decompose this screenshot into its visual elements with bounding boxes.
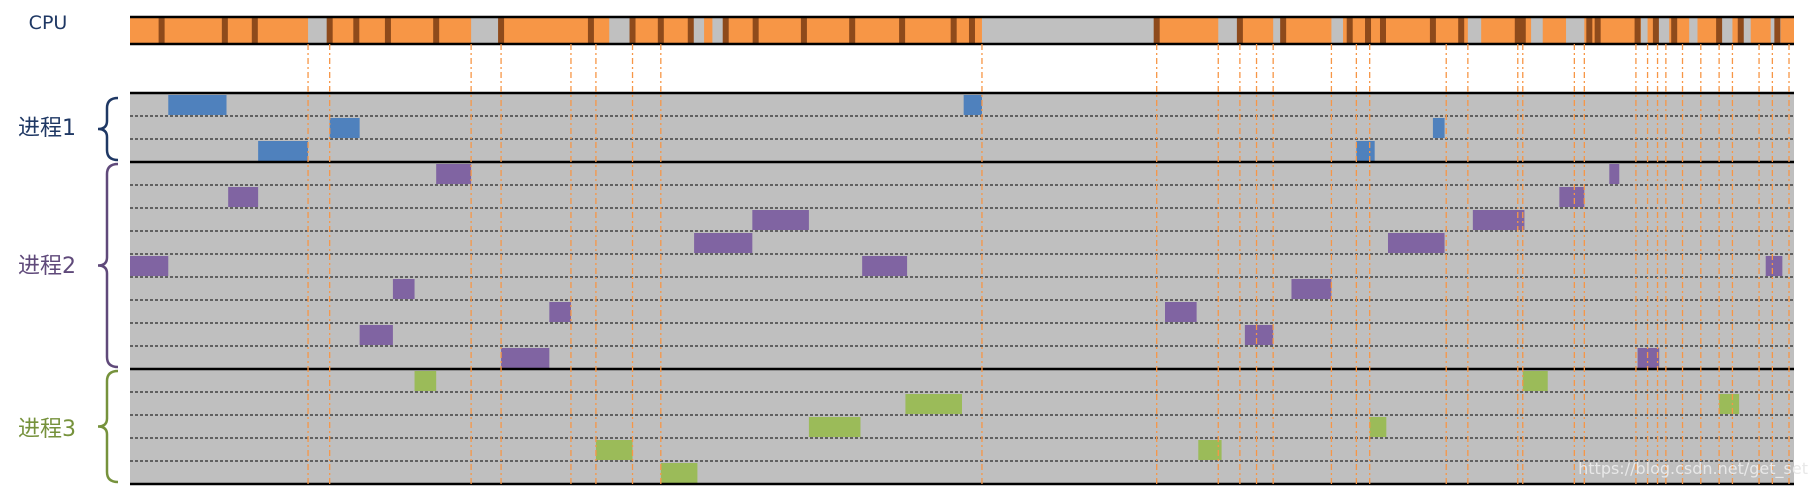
cpu-switch-mark — [950, 17, 957, 44]
process2-brace — [97, 162, 119, 369]
cpu-busy-segment — [1647, 17, 1658, 44]
cpu-busy-segment — [1584, 17, 1641, 44]
thread-run-block — [862, 256, 908, 276]
cpu-busy-segment — [1283, 17, 1332, 44]
thread-run-block — [1432, 118, 1445, 138]
cpu-switch-mark — [1737, 17, 1744, 44]
cpu-busy-segment — [1239, 17, 1274, 44]
thread-run-block — [1291, 279, 1332, 299]
cpu-busy-segment — [1343, 17, 1468, 44]
cpu-busy-segment — [1732, 17, 1743, 44]
cpu-switch-mark — [251, 17, 258, 44]
cpu-switch-mark — [1379, 17, 1386, 44]
thread-run-block — [1637, 348, 1660, 368]
cpu-busy-segment — [1750, 17, 1771, 44]
cpu-switch-mark — [433, 17, 440, 44]
cpu-switch-mark — [657, 17, 664, 44]
cpu-switch-mark — [1153, 17, 1160, 44]
cpu-switch-mark — [1716, 17, 1723, 44]
thread-run-block — [549, 302, 571, 322]
context-switch-lines — [307, 44, 1790, 484]
cpu-switch-mark — [687, 17, 694, 44]
cpu-switch-mark — [722, 17, 729, 44]
thread-run-block — [1765, 256, 1783, 276]
thread-tracks — [130, 91, 1794, 486]
cpu-switch-mark — [1346, 17, 1353, 44]
cpu-busy-segment — [704, 17, 713, 44]
cpu-switch-mark — [1458, 17, 1465, 44]
cpu-switch-mark — [1280, 17, 1287, 44]
thread-run-block — [1198, 440, 1222, 460]
thread-run-block — [329, 118, 360, 138]
thread-run-block — [1356, 141, 1375, 161]
thread-run-block — [1387, 233, 1445, 253]
thread-run-block — [1719, 394, 1740, 414]
cpu-switch-mark — [1774, 17, 1781, 44]
cpu-switch-mark — [384, 17, 391, 44]
thread-run-block — [1244, 325, 1274, 345]
cpu-timeline — [130, 15, 1794, 46]
cpu-switch-mark — [158, 17, 165, 44]
thread-run-block — [595, 440, 633, 460]
cpu-switch-mark — [800, 17, 807, 44]
cpu-switch-mark — [899, 17, 906, 44]
cpu-switch-mark — [1236, 17, 1243, 44]
thread-run-block — [1369, 417, 1387, 437]
thread-run-block — [694, 233, 753, 253]
thread-run-block — [1609, 164, 1620, 184]
watermark: https://blog.csdn.net/get_set — [1578, 459, 1808, 479]
process3-brace — [97, 369, 119, 484]
thread-run-block — [905, 394, 962, 414]
cpu-switch-mark — [1671, 17, 1678, 44]
thread-run-block — [1472, 210, 1525, 230]
thread-run-block — [258, 141, 309, 161]
process1-label: 进程1 — [18, 116, 76, 141]
cpu-busy-segment — [1697, 17, 1720, 44]
thread-run-block — [228, 187, 259, 207]
thread-run-block — [1165, 302, 1197, 322]
cpu-busy-segment — [1156, 17, 1219, 44]
cpu-switch-mark — [1594, 17, 1601, 44]
cpu-switch-mark — [587, 17, 594, 44]
thread-run-block — [414, 371, 437, 391]
cpu-switch-mark — [629, 17, 636, 44]
thread-run-block — [501, 348, 550, 368]
cpu-switch-mark — [326, 17, 333, 44]
process1-brace — [97, 96, 119, 162]
cpu-switch-mark — [968, 17, 975, 44]
tracks-background — [130, 93, 1794, 484]
thread-run-block — [808, 417, 861, 437]
process-braces — [97, 96, 119, 484]
cpu-switch-mark — [1365, 17, 1372, 44]
cpu-switch-mark — [1634, 17, 1641, 44]
thread-run-block — [436, 164, 472, 184]
thread-run-block — [660, 463, 698, 483]
cpu-busy-segment — [1542, 17, 1567, 44]
thread-run-block — [963, 95, 982, 115]
cpu-busy-segment — [329, 17, 472, 44]
thread-run-block — [130, 256, 169, 276]
cpu-switch-mark — [1429, 17, 1436, 44]
process3-label: 进程3 — [18, 417, 76, 442]
thread-run-block — [392, 279, 415, 299]
cpu-switch-mark — [1652, 17, 1659, 44]
process2-label: 进程2 — [18, 254, 76, 279]
cpu-switch-mark — [1519, 17, 1526, 44]
cpu-switch-mark — [498, 17, 505, 44]
cpu-switch-mark — [1514, 17, 1521, 44]
cpu-switch-mark — [1586, 17, 1593, 44]
thread-run-block — [752, 210, 809, 230]
thread-run-block — [1559, 187, 1585, 207]
cpu-busy-segment — [1780, 17, 1794, 44]
cpu-switch-mark — [353, 17, 360, 44]
cpu-switch-mark — [752, 17, 759, 44]
cpu-label: CPU — [29, 12, 68, 34]
thread-run-block — [168, 95, 227, 115]
cpu-switch-mark — [849, 17, 856, 44]
thread-run-block — [359, 325, 393, 345]
thread-run-block — [1522, 371, 1548, 391]
cpu-busy-segment — [130, 17, 309, 44]
cpu-switch-mark — [221, 17, 228, 44]
